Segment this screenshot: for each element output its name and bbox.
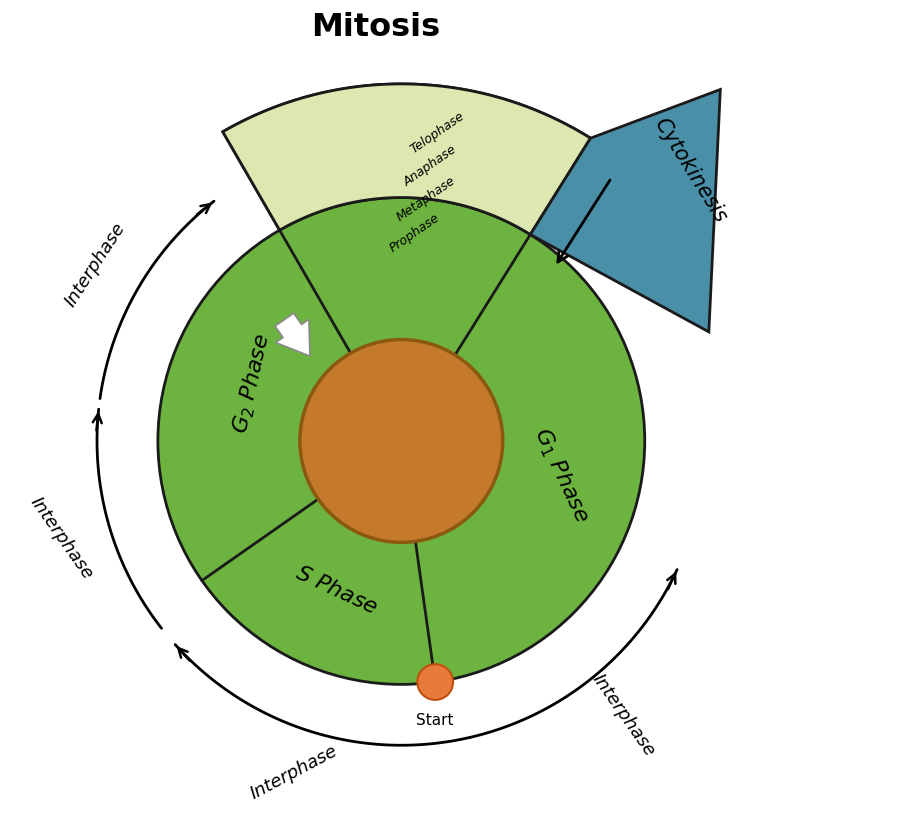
- Polygon shape: [530, 90, 720, 332]
- Text: Telophase: Telophase: [409, 109, 467, 156]
- Circle shape: [158, 198, 644, 685]
- Text: $\mathit{G_1}$ Phase: $\mathit{G_1}$ Phase: [528, 423, 593, 526]
- Polygon shape: [223, 84, 590, 234]
- Text: Start: Start: [417, 713, 454, 728]
- Text: Interphase: Interphase: [62, 219, 130, 310]
- FancyArrow shape: [275, 313, 310, 356]
- Text: $\mathit{S}$ Phase: $\mathit{S}$ Phase: [292, 563, 381, 618]
- Text: Metaphase: Metaphase: [394, 175, 458, 225]
- Text: Anaphase: Anaphase: [401, 143, 459, 189]
- Text: $\mathit{G_2}$ Phase: $\mathit{G_2}$ Phase: [229, 331, 274, 436]
- Circle shape: [300, 340, 503, 542]
- Circle shape: [418, 664, 453, 700]
- Text: Mitosis: Mitosis: [311, 12, 440, 43]
- Text: Cytokinesis: Cytokinesis: [650, 114, 731, 226]
- Text: Prophase: Prophase: [387, 211, 442, 255]
- Polygon shape: [223, 84, 590, 441]
- Text: Interphase: Interphase: [589, 671, 659, 760]
- Text: Interphase: Interphase: [247, 742, 340, 803]
- Text: Interphase: Interphase: [27, 493, 97, 583]
